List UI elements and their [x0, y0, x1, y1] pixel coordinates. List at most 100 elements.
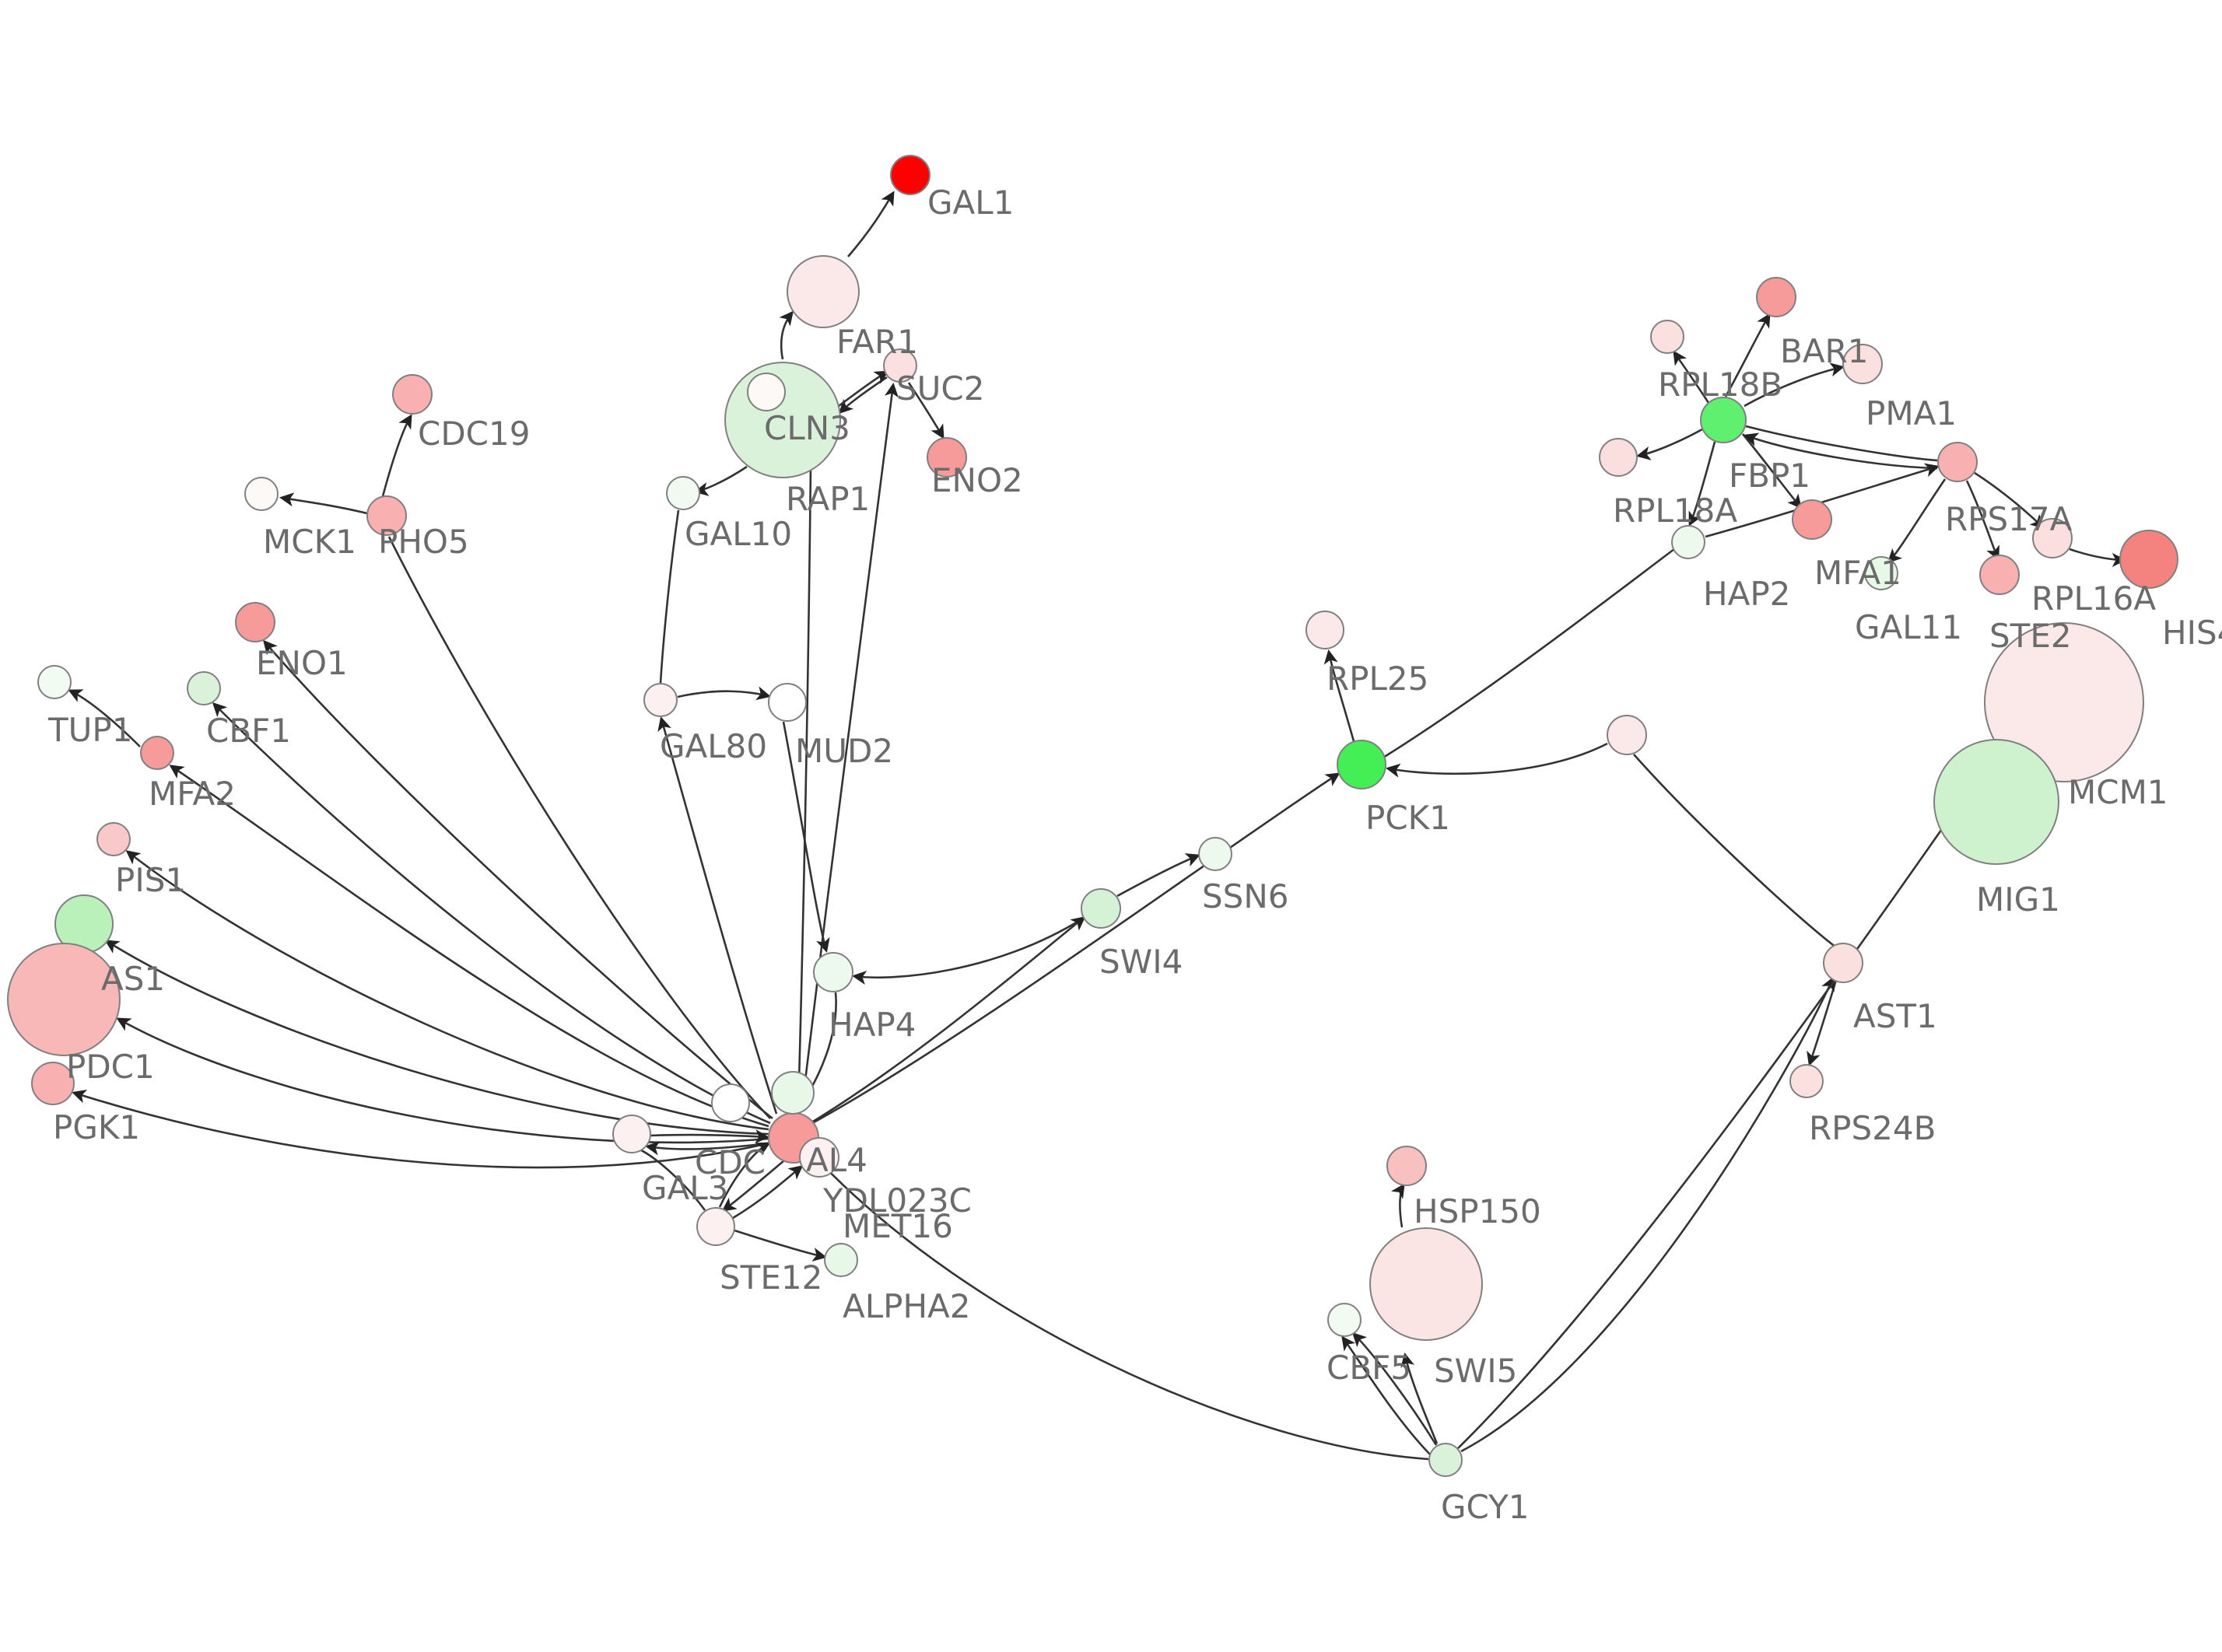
gene-node-fbp1[interactable] — [1700, 397, 1747, 443]
gene-node-mig1[interactable] — [1933, 739, 2059, 865]
gene-label-met16: MET16 — [843, 1207, 953, 1245]
gene-label-far1: FAR1 — [836, 323, 918, 361]
graph-edge — [813, 772, 1341, 1124]
gene-node-alpha2[interactable] — [824, 1243, 858, 1277]
gene-label-ssn6: SSN6 — [1202, 877, 1289, 915]
gene-node-gal10[interactable] — [666, 476, 700, 510]
gene-label-ste12: STE12 — [720, 1258, 823, 1297]
gene-node-green_above_gal4[interactable] — [771, 1071, 815, 1115]
graph-edge — [779, 310, 794, 360]
gene-label-rps24b: RPS24B — [1809, 1109, 1936, 1147]
gene-label-gal10: GAL10 — [685, 515, 793, 553]
gene-node-suc2[interactable] — [883, 348, 917, 383]
gene-label-cdc39: CDC — [695, 1143, 766, 1181]
gene-node-rpl25[interactable] — [1306, 611, 1344, 649]
graph-edge — [657, 716, 778, 1115]
gene-node-rpl18b[interactable] — [1650, 320, 1684, 354]
gene-node-eno1[interactable] — [235, 602, 275, 642]
gene-node-tup1[interactable] — [37, 665, 72, 699]
graph-edge — [68, 689, 141, 747]
gene-node-gal1[interactable] — [890, 155, 931, 195]
gene-label-mig1: MIG1 — [1976, 880, 2060, 919]
gene-label-has1: AS1 — [101, 960, 166, 998]
gene-node-swi4[interactable] — [1081, 888, 1121, 929]
gene-label-pdc1: PDC1 — [66, 1048, 155, 1086]
gene-node-unlabeled_hub[interactable] — [1607, 715, 1647, 755]
gene-label-rpl25: RPL25 — [1327, 660, 1429, 698]
gene-label-eno2: ENO2 — [931, 461, 1023, 499]
gene-node-pdc1[interactable] — [7, 943, 121, 1056]
graph-edge — [734, 1229, 827, 1262]
gene-node-cdc19[interactable] — [392, 374, 433, 415]
gene-node-mud2[interactable] — [768, 683, 807, 722]
gene-node-cbf1[interactable] — [187, 671, 221, 705]
gene-node-hap4[interactable] — [813, 952, 853, 992]
gene-label-gal4: AL4 — [806, 1141, 867, 1179]
gene-node-pma1[interactable] — [1842, 344, 1883, 384]
graph-edge — [797, 466, 812, 1111]
gene-node-rpl16a[interactable] — [2032, 518, 2073, 558]
gene-node-mfa1[interactable] — [1792, 499, 1832, 540]
gene-node-gal80[interactable] — [643, 683, 678, 717]
gene-node-cbf5[interactable] — [1327, 1303, 1362, 1337]
gene-node-hap2[interactable] — [1671, 525, 1705, 559]
gene-label-gal3: GAL3 — [642, 1169, 729, 1207]
gene-label-eno1: ENO1 — [256, 644, 348, 682]
graph-edge — [732, 1165, 804, 1220]
gene-node-white_left_gal4[interactable] — [711, 1083, 750, 1122]
gene-node-rps24b[interactable] — [1789, 1064, 1824, 1098]
gene-label-fbp1: FBP1 — [1729, 457, 1811, 495]
graph-edge — [645, 1141, 769, 1156]
gene-node-rpl18a[interactable] — [1599, 438, 1638, 477]
gene-node-gcy1[interactable] — [1428, 1443, 1463, 1477]
gene-node-eno2[interactable] — [927, 437, 967, 478]
gene-node-ydl023c[interactable] — [799, 1137, 839, 1178]
graph-edge — [104, 940, 769, 1136]
gene-node-pck1[interactable] — [1337, 740, 1386, 789]
graph-edge — [847, 191, 895, 257]
gene-label-ste2: STE2 — [1989, 617, 2072, 655]
graph-edge — [1323, 649, 1355, 742]
gene-node-mck1[interactable] — [244, 477, 279, 511]
gene-node-ast1[interactable] — [1823, 943, 1863, 983]
gene-node-pis1[interactable] — [96, 822, 131, 856]
gene-node-mfa2[interactable] — [140, 736, 174, 770]
gene-label-mud2: MUD2 — [795, 732, 894, 770]
graph-edge — [1724, 313, 1771, 397]
gene-label-cbf1: CBF1 — [206, 712, 292, 750]
gene-node-gal11[interactable] — [1864, 556, 1898, 590]
gene-label-bar1: BAR1 — [1780, 332, 1869, 370]
gene-label-alpha2: ALPHA2 — [843, 1287, 971, 1325]
gene-label-rap1: RAP1 — [786, 480, 871, 518]
gene-node-pgk1[interactable] — [31, 1062, 75, 1105]
gene-label-cbf5: CBF5 — [1327, 1349, 1412, 1387]
gene-node-cln3_inner[interactable] — [747, 373, 786, 411]
gene-label-pis1: PIS1 — [115, 861, 187, 899]
gene-label-suc2: SUC2 — [896, 369, 985, 408]
graph-edge — [1386, 742, 1608, 778]
graph-edge — [1460, 976, 1835, 1453]
gene-node-ste12[interactable] — [696, 1207, 735, 1246]
gene-node-hsp150[interactable] — [1386, 1146, 1427, 1186]
graph-edge — [169, 765, 769, 1128]
gene-node-gal3[interactable] — [612, 1115, 651, 1153]
gene-label-cdc19: CDC19 — [418, 415, 531, 453]
graph-edge — [800, 382, 899, 1113]
gene-label-hap2: HAP2 — [1703, 575, 1791, 613]
graph-edge — [907, 382, 945, 439]
gene-node-rps17a[interactable] — [1937, 442, 1978, 482]
graph-edge — [1688, 441, 1716, 527]
gene-node-bar1[interactable] — [1756, 277, 1796, 317]
gene-node-swi5[interactable] — [1369, 1227, 1483, 1341]
gene-node-far1[interactable] — [787, 255, 860, 328]
graph-edge — [1400, 1353, 1439, 1444]
gene-node-pho5[interactable] — [366, 495, 407, 536]
gene-node-ste2[interactable] — [1979, 555, 2020, 595]
gene-label-swi4: SWI4 — [1099, 943, 1183, 981]
graph-edge — [381, 414, 412, 497]
gene-node-his4[interactable] — [2119, 530, 2178, 589]
graph-edge — [116, 1017, 769, 1144]
gene-node-ssn6[interactable] — [1198, 837, 1232, 871]
